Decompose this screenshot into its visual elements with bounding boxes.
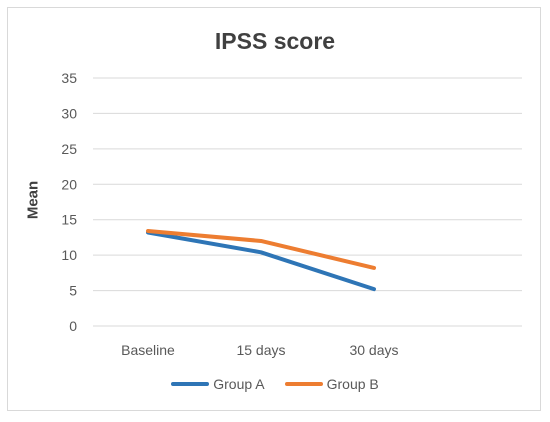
legend-item: Group B	[284, 376, 379, 392]
y-tick-label: 5	[69, 283, 77, 299]
series-lines	[146, 229, 376, 292]
y-tick-label: 30	[61, 105, 77, 121]
legend: Group A Group B	[0, 376, 550, 392]
chart-frame	[7, 7, 541, 411]
y-tick-label: 0	[69, 318, 77, 334]
y-tick-label: 20	[61, 176, 77, 192]
series-line-group-a	[146, 230, 376, 292]
y-axis-ticks: 0 5 10 15 20 25 30 35	[61, 70, 77, 334]
y-tick-label: 15	[61, 212, 77, 228]
x-tick-label: 15 days	[236, 342, 285, 358]
legend-swatch	[284, 382, 323, 386]
x-axis-ticks: Baseline 15 days 30 days	[121, 342, 398, 358]
y-tick-label: 35	[61, 70, 77, 86]
x-tick-label: Baseline	[121, 342, 175, 358]
gridlines	[93, 77, 522, 327]
legend-label: Group B	[326, 376, 379, 392]
legend-label: Group A	[213, 376, 265, 392]
legend-swatch	[171, 382, 210, 386]
series-line-group-b	[146, 229, 376, 270]
y-tick-label: 25	[61, 141, 77, 157]
y-tick-label: 10	[61, 247, 77, 263]
chart-title: IPSS score	[214, 28, 336, 54]
x-tick-label: 30 days	[349, 342, 398, 358]
legend-item: Group A	[171, 376, 265, 392]
